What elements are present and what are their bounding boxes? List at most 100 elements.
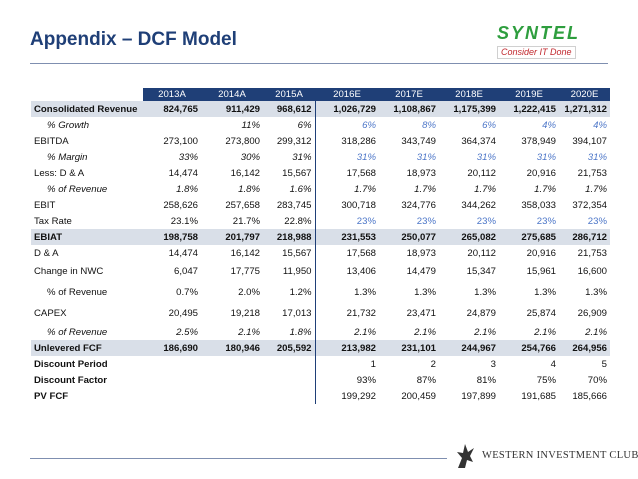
cell xyxy=(143,117,201,133)
cell: 4% xyxy=(593,119,607,131)
cell: 8% xyxy=(422,119,436,131)
cell: 218,988 xyxy=(263,229,315,245)
cell: 1.6% xyxy=(289,183,312,195)
cell: 185,666 xyxy=(572,390,607,402)
cell: 1.3% xyxy=(474,287,496,298)
row-da-pct: % of Revenue 1.8% 1.8% 1.6% 1.7% 1.7% 1.… xyxy=(31,181,610,197)
cell: 344,262 xyxy=(461,199,496,211)
cell: 23% xyxy=(536,215,556,227)
cell: 20,916 xyxy=(526,247,556,259)
cell: 15,347 xyxy=(466,266,496,277)
cell: 318,286 xyxy=(314,133,379,149)
cell: 824,765 xyxy=(143,101,201,117)
row-ebitda: EBITDA 273,100 273,800 299,312 318,286 3… xyxy=(31,133,610,149)
cell xyxy=(263,372,315,388)
cell: 31% xyxy=(536,151,556,163)
cell: 372,354 xyxy=(572,199,607,211)
cell: 0.7% xyxy=(176,287,198,298)
cell: 2.1% xyxy=(534,326,556,338)
cell xyxy=(143,388,201,404)
cell: 2.0% xyxy=(238,287,260,298)
row-label: CAPEX xyxy=(34,308,67,319)
cell: 283,745 xyxy=(276,199,312,211)
cell: 6% xyxy=(314,117,379,133)
cell: 2.1% xyxy=(474,326,496,338)
cell: 2 xyxy=(430,358,436,370)
cell: 1 xyxy=(314,356,379,372)
cell: 21,732 xyxy=(314,303,379,324)
header-blank xyxy=(31,88,143,101)
cell: 20,495 xyxy=(168,308,198,319)
row-label: Less: D & A xyxy=(34,167,85,179)
row-label: % of Revenue xyxy=(47,183,108,195)
cell: 5 xyxy=(601,358,607,370)
cell: 93% xyxy=(314,372,379,388)
cell: 19,218 xyxy=(230,308,260,319)
cell: 378,949 xyxy=(521,135,556,147)
cell: 15,567 xyxy=(282,247,312,259)
column-header: 2020E xyxy=(559,88,610,101)
cell: 2.1% xyxy=(238,326,260,338)
column-header: 2016E xyxy=(315,88,379,101)
row-da: Less: D & A 14,474 16,142 15,567 17,568 … xyxy=(31,165,610,181)
cell: 16,600 xyxy=(577,266,607,277)
cell: 15,961 xyxy=(526,266,556,277)
cell: 33% xyxy=(178,151,198,163)
cell: 198,758 xyxy=(143,229,201,245)
cell: 21,753 xyxy=(577,167,607,179)
cell: 968,612 xyxy=(263,101,315,117)
cell: 15,567 xyxy=(282,167,312,179)
cell xyxy=(143,356,201,372)
dcf-table: 2013A 2014A 2015A 2016E 2017E 2018E 2019… xyxy=(31,88,610,404)
cell: 11,950 xyxy=(282,266,312,277)
club-name: WESTERN INVESTMENT CLUB xyxy=(482,449,638,461)
cell: 1,222,415 xyxy=(499,101,559,117)
cell: 2.1% xyxy=(585,326,607,338)
column-header: 2014A xyxy=(201,88,263,101)
row-unlevered-fcf: Unlevered FCF 186,690 180,946 205,592 21… xyxy=(31,340,610,356)
cell: 324,776 xyxy=(401,199,436,211)
cell: 300,718 xyxy=(314,197,379,213)
row-capex-pct: % of Revenue 2.5% 2.1% 1.8% 2.1% 2.1% 2.… xyxy=(31,324,610,340)
cell: 87% xyxy=(416,374,436,386)
cell: 4 xyxy=(550,358,556,370)
cell: 1.3% xyxy=(585,287,607,298)
row-label: Discount Period xyxy=(34,358,108,370)
cell: 1.8% xyxy=(289,326,312,338)
cell: 4% xyxy=(542,119,556,131)
cell: 1.7% xyxy=(414,183,436,195)
cell: 199,292 xyxy=(314,388,379,404)
cell: 21,753 xyxy=(577,247,607,259)
cell: 31% xyxy=(416,151,436,163)
cell: 2.5% xyxy=(176,326,198,338)
row-pv-fcf: PV FCF 199,292 200,459 197,899 191,685 1… xyxy=(31,388,610,404)
cell: 23,471 xyxy=(406,308,436,319)
row-label: EBITDA xyxy=(34,135,69,147)
cell: 273,800 xyxy=(225,135,260,147)
row-label: Unlevered FCF xyxy=(31,340,143,356)
page-title: Appendix – DCF Model xyxy=(30,29,237,50)
cell: 81% xyxy=(476,374,496,386)
row-label: Consolidated Revenue xyxy=(31,101,143,117)
cell: 2.1% xyxy=(414,326,436,338)
cell: 24,879 xyxy=(466,308,496,319)
cell: 17,568 xyxy=(314,245,379,261)
cell: 201,797 xyxy=(201,229,263,245)
row-label: Tax Rate xyxy=(34,215,72,227)
cell: 244,967 xyxy=(439,340,499,356)
cell: 14,474 xyxy=(168,247,198,259)
cell: 231,101 xyxy=(379,340,439,356)
cell: 26,909 xyxy=(577,308,607,319)
row-growth: % Growth 11% 6% 6% 8% 6% 4% 4% xyxy=(31,117,610,133)
cell: 343,749 xyxy=(401,135,436,147)
cell: 1.7% xyxy=(314,181,379,197)
row-nwc-pct: % of Revenue 0.7% 2.0% 1.2% 1.3% 1.3% 1.… xyxy=(31,282,610,303)
cell: 191,685 xyxy=(521,390,556,402)
row-label: Change in NWC xyxy=(34,266,104,277)
cell: 286,712 xyxy=(559,229,610,245)
cell: 1,175,399 xyxy=(439,101,499,117)
western-investment-club-logo: WESTERN INVESTMENT CLUB xyxy=(454,438,638,472)
cell: 1.3% xyxy=(314,282,379,303)
row-label: D & A xyxy=(34,247,59,259)
cell: 20,112 xyxy=(467,247,496,259)
